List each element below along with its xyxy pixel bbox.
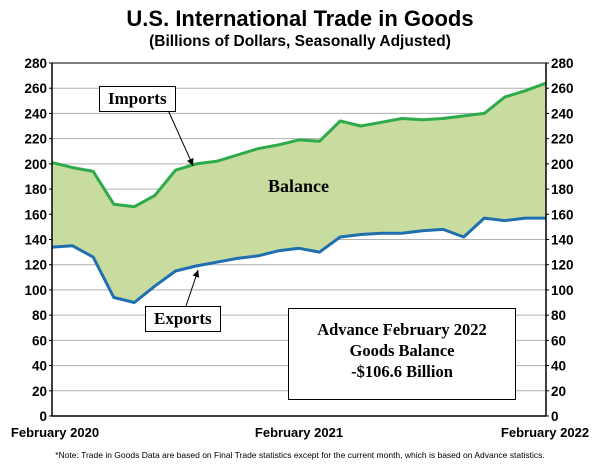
- y-tick-label-left: 20: [32, 384, 47, 399]
- y-tick-label-left: 180: [24, 182, 47, 197]
- info-box-line3: -$106.6 Billion: [351, 362, 453, 381]
- y-tick-label-left: 240: [24, 106, 47, 121]
- info-box: Advance February 2022 Goods Balance -$10…: [288, 308, 516, 400]
- balance-area: [52, 83, 546, 303]
- y-tick-label-left: 100: [24, 283, 47, 298]
- info-box-line2: Goods Balance: [349, 341, 455, 360]
- exports-line: [51, 216, 546, 304]
- y-tick-label-left: 120: [24, 258, 47, 273]
- y-tick-label-left: 280: [24, 56, 47, 71]
- y-tick-label-left: 160: [24, 207, 47, 222]
- balance-fill: [52, 83, 546, 303]
- y-tick-label-left: 140: [24, 233, 47, 248]
- x-tick-label: February 2020: [11, 425, 99, 440]
- y-tick-label-right: 0: [551, 409, 559, 424]
- y-tick-label-left: 80: [32, 308, 47, 323]
- tick-labels: 0 0 20 20 40 40 60 60 80 80 100 100 120 120 140 140 160 1…: [11, 56, 589, 440]
- imports-label: Imports: [99, 86, 176, 112]
- y-tick-label-right: 220: [551, 132, 574, 147]
- y-tick-label-left: 60: [32, 333, 47, 348]
- y-tick-label-right: 200: [551, 157, 574, 172]
- y-tick-label-left: 0: [39, 409, 47, 424]
- y-tick-label-right: 140: [551, 233, 574, 248]
- x-tick-label: February 2021: [255, 425, 343, 440]
- y-tick-label-left: 220: [24, 132, 47, 147]
- chart-subtitle: (Billions of Dollars, Seasonally Adjuste…: [149, 33, 451, 50]
- y-tick-label-right: 160: [551, 207, 574, 222]
- imports-line: [51, 81, 547, 209]
- info-box-line1: Advance February 2022: [317, 320, 487, 339]
- y-tick-label-right: 20: [551, 384, 566, 399]
- callout-arrows: [167, 109, 200, 307]
- x-tick-label: February 2022: [501, 425, 589, 440]
- imports-arrow-head: [187, 158, 194, 166]
- y-tick-label-right: 100: [551, 283, 574, 298]
- exports-label: Exports: [145, 306, 221, 332]
- y-tick-label-right: 60: [551, 333, 566, 348]
- y-tick-label-left: 260: [24, 81, 47, 96]
- y-tick-label-right: 180: [551, 182, 574, 197]
- footnote: *Note: Trade in Goods Data are based on …: [55, 450, 545, 460]
- y-tick-label-right: 80: [551, 308, 566, 323]
- exports-arrow-head: [192, 269, 200, 278]
- y-tick-label-left: 200: [24, 157, 47, 172]
- chart-title: U.S. International Trade in Goods: [126, 6, 474, 31]
- y-tick-label-right: 240: [551, 106, 574, 121]
- y-tick-label-right: 260: [551, 81, 574, 96]
- imports-arrow: [167, 109, 194, 167]
- y-tick-label-left: 40: [32, 359, 47, 374]
- y-tick-label-right: 280: [551, 56, 574, 71]
- axes: [49, 62, 549, 417]
- y-tick-label-right: 120: [551, 258, 574, 273]
- series-lines: [51, 81, 547, 304]
- y-tick-label-right: 40: [551, 359, 566, 374]
- balance-label: Balance: [268, 176, 329, 196]
